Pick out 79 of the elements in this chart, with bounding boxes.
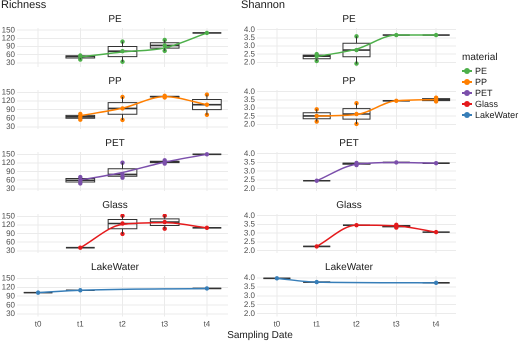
legend-label: LakeWater <box>475 110 518 120</box>
y-tick-label: 3.0 <box>244 41 256 50</box>
chart-title: PE <box>342 14 356 25</box>
y-tick-label: 30 <box>6 184 16 194</box>
y-tick-label: 2.5 <box>244 49 256 58</box>
y-tick-label: 4.0 <box>244 273 256 282</box>
x-tick-label: t1 <box>76 319 84 328</box>
y-tick-label: 150 <box>2 150 16 159</box>
y-tick-label: 60 <box>6 300 16 310</box>
y-tick-label: 120 <box>2 282 16 292</box>
x-tick-label: t2 <box>353 319 360 328</box>
y-tick-label: 60 <box>6 50 16 59</box>
y-tick-label: 2.0 <box>244 184 256 193</box>
y-tick-label: 3.5 <box>244 158 256 167</box>
chart-title: PET <box>339 138 359 149</box>
y-tick-label: 120 <box>2 220 16 230</box>
text: Richness <box>1 0 46 11</box>
y-tick-label: 60 <box>6 175 16 184</box>
y-tick-label: 150 <box>2 212 16 221</box>
legend-label: PET <box>475 88 493 98</box>
text: Shannon <box>241 0 286 11</box>
y-tick-label: 3.5 <box>244 220 256 229</box>
y-tick-label: 3.0 <box>244 290 256 300</box>
y-tick-label: 4.0 <box>244 24 256 34</box>
y-tick-label: 4.0 <box>244 86 256 96</box>
y-tick-label: 2.5 <box>244 111 256 120</box>
y-tick-label: 90 <box>6 42 16 51</box>
y-tick-label: 60 <box>6 113 16 122</box>
y-tick-label: 120 <box>2 158 16 168</box>
legend-label: PP <box>475 76 488 86</box>
x-tick-label: t3 <box>392 319 400 328</box>
y-tick-label: 90 <box>6 104 16 114</box>
x-tick-label: t4 <box>432 319 440 328</box>
x-tick-label: t0 <box>274 319 281 328</box>
y-tick-label: 3.5 <box>244 282 256 291</box>
y-tick-label: 2.0 <box>244 308 256 318</box>
y-tick-label: 150 <box>2 88 16 97</box>
y-tick-label: 90 <box>6 228 16 238</box>
y-tick-label: 2.0 <box>244 120 256 129</box>
y-tick-label: 150 <box>2 274 16 283</box>
y-tick-label: 2.0 <box>244 58 256 67</box>
legend-title: material <box>462 52 499 63</box>
chart-title: PP <box>108 76 122 87</box>
chart-title: Glass <box>102 200 128 211</box>
x-tick-label: t4 <box>204 319 211 328</box>
y-tick-label: 30 <box>6 58 16 68</box>
chart-title: LakeWater <box>91 262 140 273</box>
y-tick-label: 3.5 <box>244 33 256 42</box>
y-tick-label: 90 <box>6 291 16 300</box>
x-tick-label: t2 <box>119 319 126 328</box>
y-tick-label: 120 <box>2 34 16 43</box>
chart-title: PET <box>105 138 125 149</box>
y-tick-label: 30 <box>6 122 16 132</box>
y-tick-label: 3.0 <box>244 166 256 176</box>
y-tick-label: 2.0 <box>244 246 256 255</box>
x-tick-label: t1 <box>313 319 321 328</box>
x-tick-label: t0 <box>34 319 42 328</box>
y-tick-label: 2.5 <box>244 237 256 246</box>
y-tick-label: 4.0 <box>244 210 256 220</box>
y-tick-label: 30 <box>6 309 16 318</box>
y-tick-label: 3.5 <box>244 95 256 104</box>
y-tick-label: 4.0 <box>244 148 256 158</box>
chart-title: PP <box>342 76 356 87</box>
y-tick-label: 90 <box>6 166 16 176</box>
y-tick-label: 60 <box>6 237 16 246</box>
y-tick-label: 150 <box>2 25 16 34</box>
y-tick-label: 3.0 <box>244 228 256 238</box>
chart-title: LakeWater <box>325 262 374 273</box>
y-tick-label: 2.5 <box>244 175 256 184</box>
x-tick-label: t3 <box>161 319 169 328</box>
y-tick-label: 3.0 <box>244 103 256 112</box>
chart-title: PE <box>108 14 122 25</box>
legend-label: Glass <box>475 98 498 108</box>
chart-title: Glass <box>336 200 362 211</box>
x-axis-title: Sampling Date <box>226 330 294 341</box>
y-tick-label: 30 <box>6 246 16 256</box>
legend-label: PE <box>475 66 488 76</box>
y-tick-label: 120 <box>2 96 16 106</box>
y-tick-label: 2.5 <box>244 300 256 309</box>
